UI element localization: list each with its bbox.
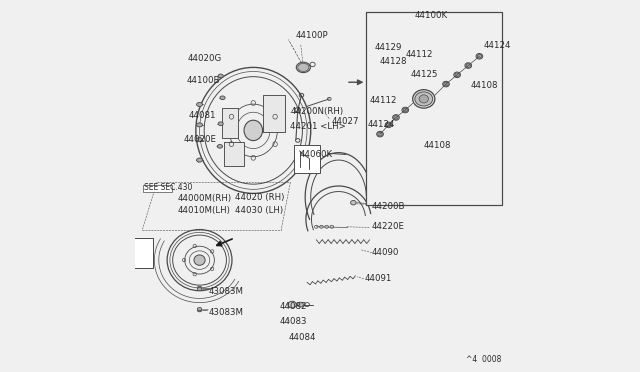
Bar bbox=[262, 95, 285, 132]
Ellipse shape bbox=[218, 74, 223, 78]
Text: 44100K: 44100K bbox=[415, 11, 448, 20]
Ellipse shape bbox=[197, 287, 202, 291]
Ellipse shape bbox=[196, 123, 202, 127]
Text: 44124: 44124 bbox=[367, 121, 395, 129]
Ellipse shape bbox=[455, 73, 460, 77]
Ellipse shape bbox=[298, 63, 309, 71]
Bar bbox=[222, 108, 239, 138]
Ellipse shape bbox=[288, 301, 296, 308]
Text: 44020E: 44020E bbox=[183, 135, 216, 144]
Bar bbox=[262, 95, 285, 132]
Text: ^4  0008: ^4 0008 bbox=[466, 355, 502, 364]
Text: 44200N(RH): 44200N(RH) bbox=[291, 108, 344, 116]
Ellipse shape bbox=[387, 123, 391, 127]
Ellipse shape bbox=[196, 138, 202, 142]
Ellipse shape bbox=[351, 201, 356, 205]
Text: 44112: 44112 bbox=[370, 96, 397, 105]
Text: 44000M(RH): 44000M(RH) bbox=[177, 195, 232, 203]
Text: 44090: 44090 bbox=[372, 248, 399, 257]
Ellipse shape bbox=[477, 54, 481, 58]
Text: 44030 (LH): 44030 (LH) bbox=[235, 206, 283, 215]
Ellipse shape bbox=[419, 95, 428, 103]
Ellipse shape bbox=[415, 92, 433, 106]
Ellipse shape bbox=[385, 122, 392, 128]
Text: 44200B: 44200B bbox=[372, 202, 405, 211]
Text: 44060K: 44060K bbox=[300, 150, 333, 159]
Bar bbox=[223, 141, 244, 166]
Text: 44128: 44128 bbox=[380, 57, 407, 66]
Text: 44201 <LH>: 44201 <LH> bbox=[291, 122, 346, 131]
Ellipse shape bbox=[244, 120, 262, 141]
Ellipse shape bbox=[194, 255, 205, 265]
Ellipse shape bbox=[218, 122, 223, 126]
Text: 43083M: 43083M bbox=[209, 287, 244, 296]
Ellipse shape bbox=[392, 115, 399, 120]
Text: 44084: 44084 bbox=[289, 333, 316, 343]
Bar bbox=[133, 238, 153, 267]
Text: 44083: 44083 bbox=[279, 317, 307, 326]
Ellipse shape bbox=[218, 144, 223, 148]
Text: 44100P: 44100P bbox=[296, 31, 328, 41]
Text: 44129: 44129 bbox=[375, 42, 402, 51]
Text: 44108: 44108 bbox=[424, 141, 451, 150]
Ellipse shape bbox=[476, 54, 483, 59]
Text: 44010M(LH): 44010M(LH) bbox=[177, 206, 230, 215]
Text: 43083M: 43083M bbox=[209, 308, 244, 317]
Bar bbox=[366, 12, 502, 205]
Text: 44027: 44027 bbox=[331, 117, 358, 126]
Ellipse shape bbox=[465, 63, 472, 68]
Ellipse shape bbox=[197, 286, 202, 289]
Bar bbox=[143, 185, 173, 192]
Ellipse shape bbox=[220, 96, 225, 100]
Ellipse shape bbox=[466, 64, 470, 67]
Ellipse shape bbox=[394, 116, 398, 119]
Ellipse shape bbox=[443, 81, 449, 87]
Ellipse shape bbox=[444, 82, 448, 86]
Ellipse shape bbox=[196, 102, 202, 106]
Text: 44081: 44081 bbox=[189, 111, 216, 120]
Ellipse shape bbox=[403, 108, 408, 112]
Bar bbox=[222, 108, 239, 138]
Ellipse shape bbox=[196, 158, 202, 162]
Text: 44020 (RH): 44020 (RH) bbox=[235, 193, 284, 202]
Text: 44124: 44124 bbox=[483, 41, 511, 50]
Ellipse shape bbox=[197, 308, 202, 312]
Ellipse shape bbox=[377, 131, 383, 137]
Bar bbox=[294, 145, 320, 173]
Bar bbox=[223, 141, 244, 166]
Ellipse shape bbox=[378, 132, 382, 136]
Text: 44091: 44091 bbox=[364, 274, 392, 283]
Text: 44082: 44082 bbox=[279, 302, 307, 311]
Ellipse shape bbox=[298, 302, 303, 307]
Ellipse shape bbox=[296, 62, 310, 73]
Text: 44220E: 44220E bbox=[372, 222, 405, 231]
Text: SEE SEC.430: SEE SEC.430 bbox=[144, 183, 193, 192]
Bar bbox=[366, 12, 502, 205]
Text: 44020G: 44020G bbox=[188, 54, 222, 62]
Text: 44108: 44108 bbox=[470, 81, 497, 90]
Ellipse shape bbox=[454, 72, 460, 78]
Text: 44100B: 44100B bbox=[186, 76, 220, 85]
Text: 44112: 44112 bbox=[405, 50, 433, 59]
Text: 44125: 44125 bbox=[411, 70, 438, 79]
Ellipse shape bbox=[197, 307, 202, 311]
Ellipse shape bbox=[402, 107, 408, 113]
Ellipse shape bbox=[413, 90, 435, 108]
